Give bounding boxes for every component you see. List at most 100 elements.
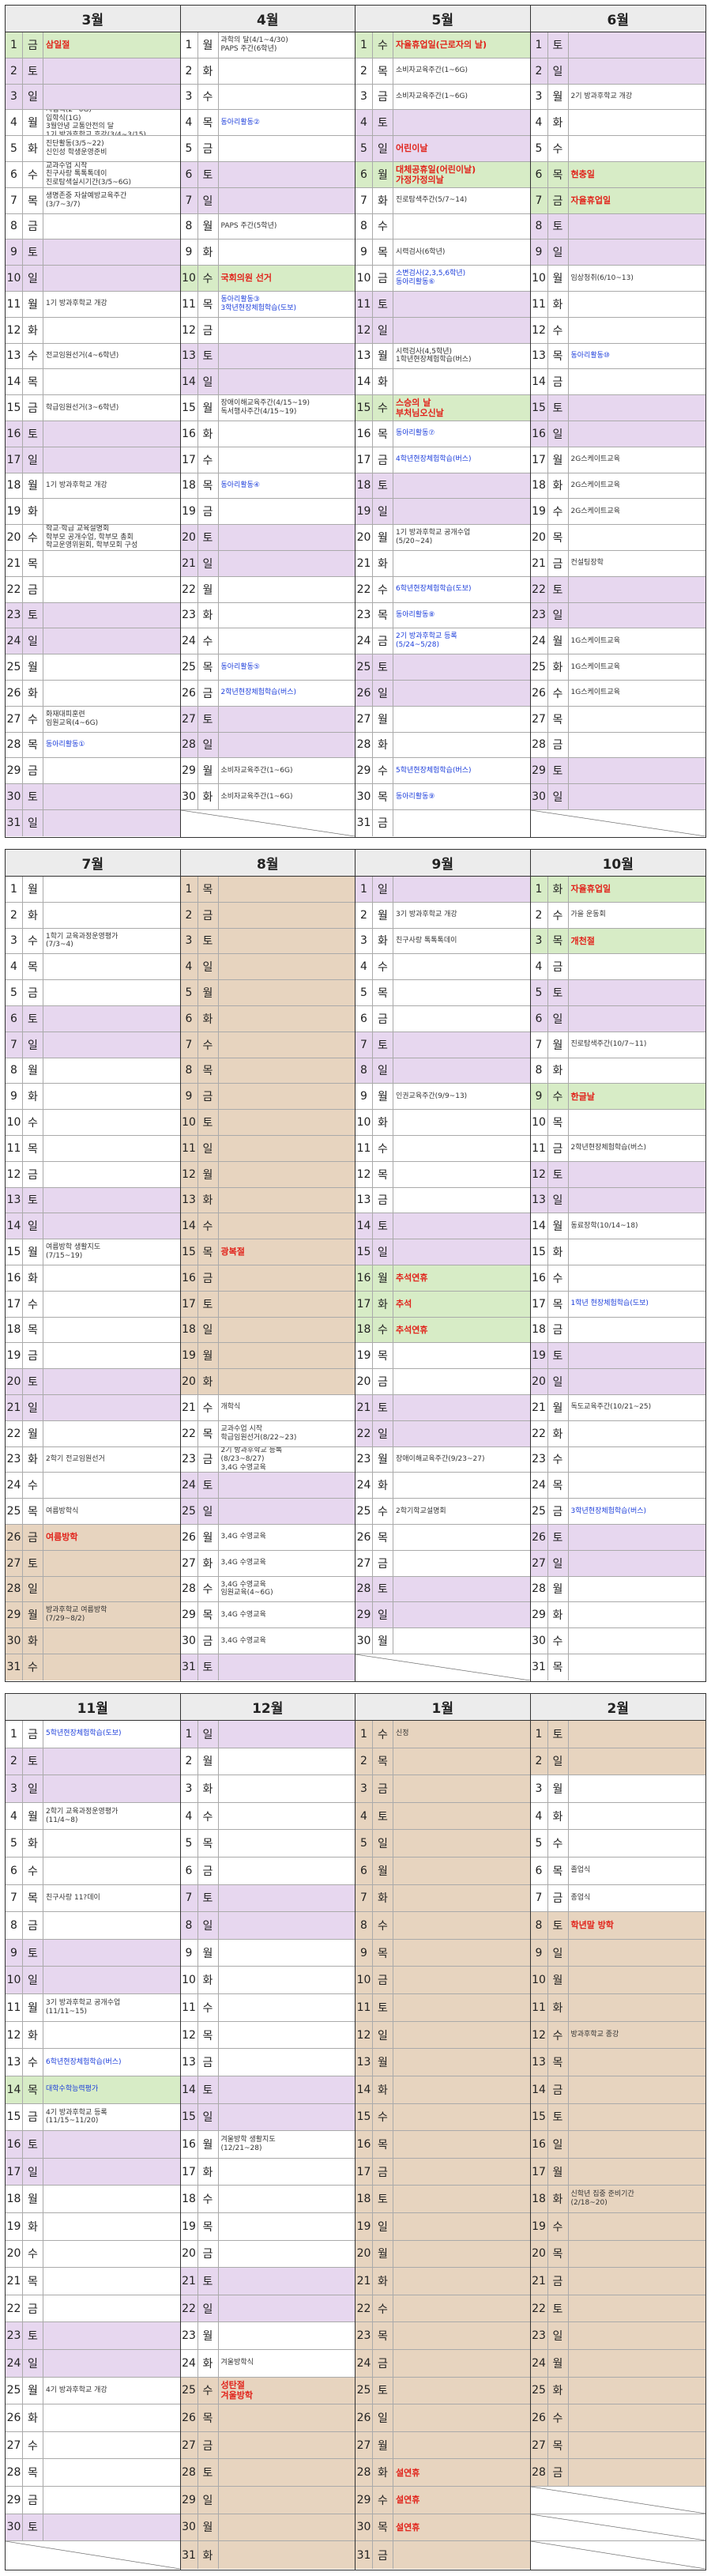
weekday: 수	[548, 1265, 569, 1291]
day-number: 11	[6, 291, 23, 317]
day-row: 17 토	[180, 1291, 355, 1318]
event-text: 화재대피훈련 임원교육(4~6G)	[46, 710, 99, 727]
day-row: 31 일	[6, 809, 180, 836]
day-row: 19 일	[356, 499, 530, 526]
month-header: 9월	[356, 850, 530, 877]
day-row: 18 토	[356, 2186, 530, 2213]
weekday: 수	[548, 317, 569, 343]
weekday: 수	[548, 136, 569, 161]
event-text	[569, 1967, 706, 1993]
event-text	[569, 1775, 706, 1802]
day-number: 13	[181, 343, 198, 369]
event-text	[43, 1473, 180, 1498]
weekday: 목	[373, 980, 393, 1005]
day-row: 23 화	[180, 602, 355, 629]
event-text	[43, 1369, 180, 1394]
weekday: 금	[373, 84, 393, 110]
event-text	[569, 1525, 706, 1550]
event-text: 전교임원선거(4~6학년)	[46, 352, 119, 360]
event-text	[219, 2241, 356, 2268]
weekday: 일	[198, 1912, 219, 1939]
weekday: 화	[548, 1602, 569, 1628]
day-number: 31	[6, 1654, 23, 1680]
day-number: 12	[6, 2021, 23, 2049]
event-text	[43, 2241, 180, 2268]
weekday: 화	[198, 602, 219, 628]
day-row: 18 수 추석연휴	[356, 1317, 530, 1344]
weekday: 일	[198, 1135, 219, 1161]
day-row: 11 목 동아리활동③ 3학년현장체험학습(도보)	[180, 291, 355, 318]
event-text	[219, 2541, 356, 2569]
day-row: 7 금 종업식	[530, 1884, 705, 1913]
day-number: 31	[356, 2541, 373, 2569]
weekday: 화	[198, 1187, 219, 1213]
event-text	[393, 1110, 530, 1135]
weekday: 월	[198, 1161, 219, 1187]
day-row: 30 수	[530, 1628, 705, 1654]
day-number: 30	[531, 784, 548, 809]
event-text	[569, 784, 706, 809]
event-text: 6학년현장체험학습(버스)	[46, 2057, 122, 2066]
weekday: 일	[198, 2487, 219, 2514]
day-row: 2 월 3기 방과후학교 개강	[356, 902, 530, 929]
day-row: 13 수 전교임원선거(4~6학년)	[6, 343, 180, 370]
day-row: 1 화 자율휴업일	[530, 877, 705, 903]
weekday: 월	[23, 654, 43, 680]
event-text	[393, 2049, 530, 2076]
weekday: 화	[548, 654, 569, 680]
weekday: 목	[23, 1884, 43, 1912]
day-row: 21 토	[180, 2268, 355, 2295]
weekday: 토	[198, 2268, 219, 2295]
day-row: 26 수	[530, 2404, 705, 2432]
day-row: 22 일	[356, 1420, 530, 1447]
day-row: 31 목	[531, 1654, 706, 1680]
weekday: 월	[373, 1084, 393, 1110]
weekday: 수	[23, 1654, 43, 1680]
day-number: 8	[356, 1058, 373, 1084]
weekday: 목	[198, 877, 219, 902]
day-number: 30	[356, 2514, 373, 2541]
day-row: 20 목	[530, 2240, 705, 2269]
weekday: 수	[23, 343, 43, 369]
weekday: 수	[548, 2212, 569, 2240]
event-text: 인권교육주간(9/9~13)	[396, 1092, 468, 1100]
day-row: 12 목	[180, 2021, 355, 2050]
event-text	[569, 954, 706, 979]
day-row: 24 월	[530, 2350, 705, 2378]
weekday: 일	[548, 1005, 569, 1032]
weekday: 월	[23, 291, 43, 317]
day-row: 11 일	[180, 1135, 355, 1162]
event-text	[393, 551, 530, 576]
day-number: 9	[356, 1939, 373, 1967]
event-text	[43, 1110, 180, 1135]
weekday: 수	[548, 1628, 569, 1654]
weekday: 월	[373, 1446, 393, 1473]
day-number: 20	[531, 525, 548, 550]
day-number: 18	[181, 473, 198, 499]
day-number: 5	[6, 980, 23, 1005]
day-number: 18	[356, 473, 373, 499]
weekday: 수	[548, 902, 569, 928]
day-row: 26 토	[530, 1524, 706, 1551]
event-text: 1기 방과후학교 개강	[46, 481, 107, 490]
day-row: 19 수 2G스케이트교육	[530, 499, 705, 526]
day-row: 23 월	[180, 2322, 355, 2351]
day-number: 27	[531, 706, 548, 732]
day-number: 15	[181, 395, 198, 421]
day-number: 3	[6, 84, 23, 110]
event-text	[393, 2076, 530, 2103]
day-number: 11	[181, 1994, 198, 2021]
day-row: 30 일	[530, 784, 706, 810]
day-number: 26	[531, 1524, 548, 1550]
day-row: 11 금 2학년현장체험학습(버스)	[530, 1135, 705, 1162]
day-row: 23 토	[6, 602, 180, 629]
day-row: 30 목 설연휴	[356, 2514, 530, 2542]
event-text	[43, 2213, 180, 2240]
day-number: 21	[531, 2268, 548, 2295]
day-number: 4	[531, 110, 548, 136]
day-row: 14 일	[180, 369, 355, 396]
